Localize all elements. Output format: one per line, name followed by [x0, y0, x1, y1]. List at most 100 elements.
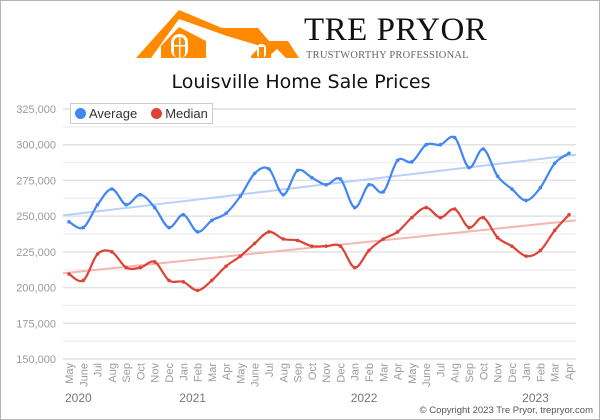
data-point-median — [467, 225, 471, 230]
data-point-average — [124, 202, 128, 207]
year-label: 2020 — [65, 391, 92, 405]
data-point-average — [424, 142, 428, 147]
x-tick-label: Jan — [350, 363, 362, 381]
data-point-average — [152, 205, 157, 210]
x-tick-label: June — [78, 363, 90, 387]
data-point-average — [538, 185, 543, 190]
x-tick-label: Oct — [135, 363, 147, 380]
year-label: 2023 — [522, 391, 549, 405]
data-point-average — [95, 202, 100, 207]
data-point-median — [538, 248, 543, 253]
y-tick-label: 150,000 — [16, 354, 56, 366]
data-point-average — [324, 182, 328, 187]
data-point-median — [295, 238, 300, 243]
y-tick-label: 200,000 — [16, 283, 56, 295]
data-point-median — [195, 288, 200, 293]
data-point-average — [567, 151, 571, 156]
data-point-average — [367, 182, 371, 187]
brand-tagline: TRUSTWORTHY PROFESSIONAL — [306, 50, 469, 61]
data-point-median — [338, 244, 343, 248]
data-point-average — [524, 198, 528, 203]
legend-item-average[interactable]: Average — [75, 106, 137, 121]
data-point-median — [310, 244, 314, 248]
data-point-median — [181, 280, 186, 284]
data-point-average — [310, 175, 314, 180]
data-point-average — [410, 160, 414, 164]
x-tick-label: Sep — [464, 363, 476, 383]
data-point-median — [281, 237, 286, 241]
data-point-average — [381, 190, 386, 194]
data-point-median — [252, 241, 257, 246]
x-tick-label: Jan — [178, 363, 190, 381]
year-label: 2022 — [351, 391, 378, 405]
data-point-median — [410, 215, 414, 220]
data-point-average — [238, 194, 243, 198]
x-tick-label: Sep — [293, 363, 305, 383]
x-tick-label: Feb — [535, 363, 547, 382]
data-point-median — [495, 235, 500, 240]
data-point-average — [452, 135, 457, 140]
data-point-median — [110, 250, 114, 254]
x-tick-label: Mar — [378, 363, 390, 382]
data-point-average — [481, 147, 486, 151]
data-point-median — [567, 212, 571, 217]
y-tick-label: 300,000 — [16, 140, 56, 152]
data-point-median — [224, 264, 228, 268]
data-point-average — [281, 192, 286, 197]
data-point-median — [481, 215, 486, 220]
data-point-average — [195, 230, 200, 234]
copyright-notice: © Copyright 2023 Tre Pryor, trepryor.com — [419, 405, 593, 416]
x-tick-label: Dec — [507, 363, 519, 383]
data-point-median — [381, 237, 386, 241]
data-point-median — [452, 207, 457, 211]
x-tick-label: Nov — [150, 363, 162, 383]
trendline-average — [62, 153, 577, 217]
data-point-average — [295, 168, 300, 173]
data-point-average — [395, 158, 400, 163]
data-point-median — [424, 205, 428, 210]
data-point-average — [224, 211, 228, 216]
x-tick-label: Aug — [107, 363, 119, 383]
y-tick-label: 175,000 — [16, 318, 56, 330]
x-tick-label: Jul — [93, 363, 105, 377]
data-point-median — [324, 244, 328, 248]
x-tick-label: Nov — [321, 363, 333, 383]
data-point-average — [438, 142, 443, 147]
data-point-median — [395, 230, 400, 234]
data-point-average — [138, 192, 143, 197]
data-point-median — [210, 278, 214, 283]
data-point-median — [167, 278, 171, 283]
legend-label-median: Median — [165, 106, 208, 121]
data-point-median — [81, 278, 86, 283]
legend-item-median[interactable]: Median — [151, 106, 208, 121]
legend-marker-average — [75, 108, 86, 119]
data-point-average — [110, 187, 114, 191]
x-tick-label: May — [235, 363, 247, 384]
chart-title: Louisville Home Sale Prices — [171, 71, 431, 93]
x-tick-label: Oct — [478, 363, 490, 380]
data-point-average — [252, 171, 257, 176]
data-point-average — [510, 187, 514, 191]
x-tick-label: Jul — [264, 363, 276, 377]
data-point-median — [438, 215, 443, 220]
data-point-average — [552, 161, 557, 166]
data-point-average — [210, 218, 214, 223]
year-label: 2021 — [179, 391, 206, 405]
y-tick-label: 325,000 — [16, 104, 56, 116]
x-tick-label: May — [64, 363, 76, 384]
data-point-median — [238, 254, 243, 258]
x-tick-label: May — [407, 363, 419, 384]
data-point-median — [95, 252, 100, 256]
x-tick-label: Apr — [393, 363, 405, 380]
data-point-average — [81, 225, 86, 230]
x-tick-label: Apr — [564, 363, 576, 380]
x-tick-label: Jul — [435, 363, 447, 377]
data-point-median — [138, 265, 143, 270]
data-point-average — [495, 174, 500, 178]
data-point-average — [467, 165, 471, 170]
data-point-average — [267, 167, 271, 171]
x-tick-label: Dec — [335, 363, 347, 383]
legend-label-average: Average — [89, 106, 138, 121]
data-point-median — [124, 265, 128, 270]
